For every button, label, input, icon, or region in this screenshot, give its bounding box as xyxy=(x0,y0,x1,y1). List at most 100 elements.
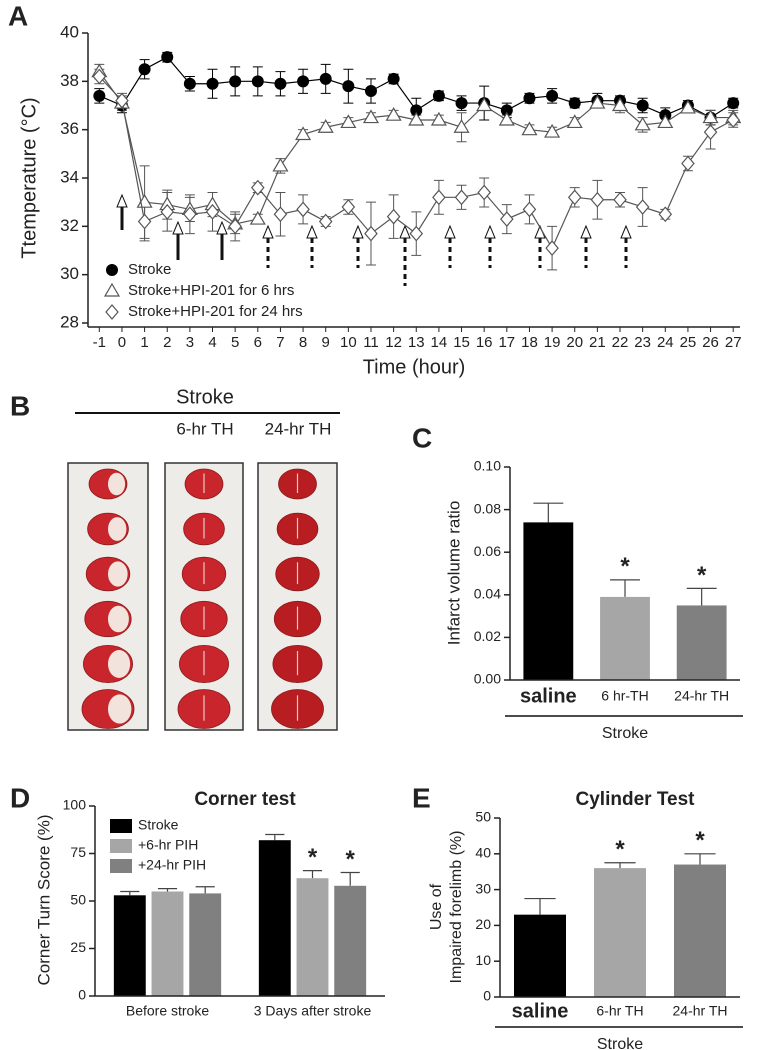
arrow-head xyxy=(306,224,318,239)
marker xyxy=(544,123,561,138)
marker xyxy=(295,126,312,141)
marker xyxy=(590,191,605,208)
marker xyxy=(568,97,581,110)
x-tick-label: 18 xyxy=(521,334,538,351)
x-tick-label: 16 xyxy=(476,334,493,351)
y-tick-label: 38 xyxy=(60,71,79,90)
panel-letter: B xyxy=(10,390,30,421)
marker xyxy=(727,97,740,110)
marker xyxy=(726,112,740,128)
marker xyxy=(409,225,424,242)
marker xyxy=(274,77,287,90)
marker xyxy=(589,94,606,109)
x-tick-label: 26 xyxy=(702,334,719,351)
marker xyxy=(567,189,582,206)
group-label: Stroke xyxy=(176,386,234,408)
marker xyxy=(703,124,718,141)
arrow-head xyxy=(399,224,411,239)
y-tick-label: 50 xyxy=(70,892,86,908)
x-tick-label: saline xyxy=(520,685,577,707)
x-tick-label: 21 xyxy=(589,334,606,351)
y-axis-label: Corner Turn Score (%) xyxy=(34,815,53,986)
y-tick-label: 30 xyxy=(475,880,491,896)
marker xyxy=(387,72,400,85)
arrow-head xyxy=(262,224,274,239)
bar xyxy=(258,840,291,996)
panel-letter: C xyxy=(412,422,432,453)
error-bar xyxy=(195,886,215,894)
marker xyxy=(634,116,651,131)
significance-mark: * xyxy=(615,836,625,863)
marker xyxy=(476,97,493,112)
y-axis-label: Infarct volume ratio xyxy=(444,501,463,646)
marker xyxy=(364,225,378,242)
marker xyxy=(386,208,401,225)
y-tick-label: 100 xyxy=(63,797,87,813)
column-label: 24-hr TH xyxy=(265,419,332,438)
marker xyxy=(340,114,357,129)
marker xyxy=(546,89,559,102)
marker xyxy=(500,211,514,228)
marker xyxy=(521,121,538,136)
y-tick-label: 0 xyxy=(78,987,86,1003)
group-label: Stroke xyxy=(597,1036,643,1050)
x-tick-label: 24-hr TH xyxy=(674,688,729,704)
marker xyxy=(635,199,650,215)
significance-mark: * xyxy=(308,844,318,871)
y-tick-label: 40 xyxy=(475,845,491,861)
bar xyxy=(296,878,329,996)
marker xyxy=(92,68,107,85)
y-axis-label: Use of xyxy=(428,883,445,930)
brain-slices xyxy=(67,462,338,731)
x-tick-label: 3 xyxy=(186,334,194,351)
marker xyxy=(341,199,356,215)
column-label: 6-hr TH xyxy=(176,419,233,438)
marker xyxy=(161,51,174,64)
marker xyxy=(364,85,377,97)
marker xyxy=(455,97,468,110)
x-tick-label: 9 xyxy=(322,334,330,351)
marker xyxy=(228,218,242,235)
panel-letter: E xyxy=(412,782,431,813)
legend-label: Stroke xyxy=(128,261,171,278)
y-tick-label: 0.10 xyxy=(474,458,501,474)
x-tick-label: 19 xyxy=(544,334,561,351)
bar xyxy=(676,605,727,680)
marker xyxy=(611,97,629,112)
y-tick-label: 0.08 xyxy=(474,500,501,516)
arrow-head xyxy=(172,220,184,235)
x-tick-label: 6 xyxy=(254,334,262,351)
significance-mark: * xyxy=(346,846,356,873)
photo-frame xyxy=(257,462,338,731)
marker xyxy=(272,157,289,172)
infarct xyxy=(108,472,126,496)
x-tick-label: 22 xyxy=(612,334,629,351)
marker xyxy=(566,114,583,129)
marker xyxy=(498,111,515,126)
x-tick-label: -1 xyxy=(93,334,106,351)
marker xyxy=(362,109,380,124)
y-tick-label: 75 xyxy=(70,844,86,860)
legend-swatch xyxy=(110,819,132,833)
infarct xyxy=(108,561,128,587)
x-tick-label: 8 xyxy=(299,334,307,351)
error-bar xyxy=(604,862,636,869)
x-tick-label: 6 hr-TH xyxy=(601,688,648,704)
bar xyxy=(334,885,367,996)
significance-mark: * xyxy=(697,562,707,589)
chart-title: Cylinder Test xyxy=(576,789,696,810)
arrow-head xyxy=(444,224,456,239)
group-label: Stroke xyxy=(602,725,648,742)
marker xyxy=(229,75,242,88)
arrow-head xyxy=(116,193,128,208)
photo-frame xyxy=(67,462,149,731)
y-tick-label: 0.00 xyxy=(474,671,501,687)
x-tick-label: 24 xyxy=(657,334,674,351)
marker xyxy=(183,77,196,90)
legend-label: +6-hr PIH xyxy=(138,837,198,853)
marker xyxy=(273,206,288,223)
error-bar xyxy=(157,888,178,892)
error-bar xyxy=(686,587,717,606)
error-bar xyxy=(265,833,285,841)
